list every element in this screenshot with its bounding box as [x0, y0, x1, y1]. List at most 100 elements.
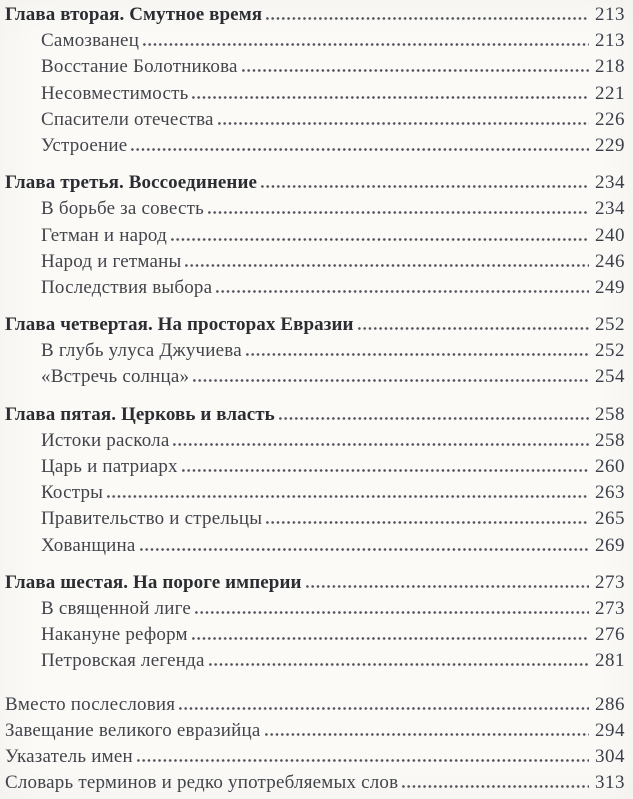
toc-entry-label: Глава вторая. Смутное время [5, 4, 263, 25]
toc-entry-label: Восстание Болотникова [41, 56, 238, 78]
toc-back-matter-entry: Вместо послесловия 286 [5, 694, 625, 720]
toc-subsection-entry: Последствия выбора 249 [5, 277, 625, 303]
toc-chapter-header: Глава вторая. Смутное время 213 [5, 4, 625, 30]
dot-leader [207, 211, 589, 215]
toc-subsection-entry: Спасители отечества 226 [5, 109, 625, 135]
toc-entry-page-number: 281 [595, 650, 625, 672]
toc-section: Глава пятая. Церковь и власть 258 Истоки… [5, 404, 625, 561]
toc-entry-page-number: 273 [595, 571, 625, 593]
toc-entry-page-number: 234 [595, 172, 625, 194]
toc-entry-label: Глава шестая. На пороге империи [5, 571, 302, 593]
toc-entry-page-number: 240 [595, 224, 625, 246]
toc-subsection-entry: Царь и патриарх 260 [5, 456, 625, 482]
toc-entry-label: Спасители отечества [41, 108, 214, 130]
dot-leader [192, 95, 589, 99]
toc-subsection-entry: Петровская легенда 281 [5, 650, 625, 676]
toc-entry-page-number: 213 [595, 4, 625, 25]
toc-subsection-entry: Костры 263 [5, 482, 625, 508]
toc-back-matter-entry: Указатель имен 304 [5, 746, 625, 772]
toc-subsection-entry: Народ и гетманы 246 [5, 251, 625, 277]
toc-section: Глава вторая. Смутное время 213 Самозван… [5, 4, 625, 161]
toc-entry-label: В священной лиге [41, 597, 191, 619]
dot-leader [139, 547, 589, 551]
toc-entry-label: Народ и гетманы [41, 250, 182, 272]
toc-entry-page-number: 304 [595, 745, 625, 767]
dot-leader [107, 495, 589, 499]
toc-subsection-entry: В глубь улуса Джучиева 252 [5, 340, 625, 366]
toc-entry-page-number: 269 [595, 534, 625, 556]
toc-entry-page-number: 234 [595, 198, 625, 220]
dot-leader [402, 785, 589, 789]
toc-entry-label: Последствия выбора [41, 276, 213, 298]
toc-subsection-entry: Истоки раскола 258 [5, 430, 625, 456]
toc-entry-page-number: 260 [595, 456, 625, 477]
toc-subsection-entry: Самозванец 213 [5, 30, 625, 56]
toc-entry-page-number: 294 [595, 719, 625, 741]
toc-entry-label: Указатель имен [5, 745, 133, 767]
toc-entry-label: Костры [41, 482, 104, 504]
dot-leader [261, 185, 589, 189]
toc-entry-label: Глава пятая. Церковь и власть [5, 403, 275, 425]
toc-entry-label: Глава третья. Воссоединение [5, 172, 258, 194]
dot-leader [245, 353, 589, 357]
toc-entry-label: Царь и патриарх [41, 456, 178, 477]
toc-entry-page-number: 252 [595, 314, 625, 336]
toc-subsection-entry: Накануне реформ 276 [5, 624, 625, 650]
toc-chapter-header: Глава пятая. Церковь и власть 258 [5, 404, 625, 430]
toc-subsection-entry: Несовместимость 221 [5, 83, 625, 109]
dot-leader [194, 610, 589, 614]
toc-section: Глава четвертая. На просторах Евразии 25… [5, 314, 625, 393]
toc-entry-page-number: 263 [595, 482, 625, 504]
toc-entry-page-number: 213 [595, 30, 625, 52]
toc-entry-page-number: 273 [595, 597, 625, 619]
dot-leader [264, 732, 589, 736]
dot-leader [241, 69, 589, 73]
dot-leader [216, 289, 589, 293]
dot-leader [131, 147, 589, 151]
toc-subsection-entry: «Встречь солнца» 254 [5, 366, 625, 392]
dot-leader [170, 237, 589, 241]
toc-entry-page-number: 254 [595, 366, 625, 388]
toc-entry-page-number: 218 [595, 56, 625, 78]
toc-entry-label: В глубь улуса Джучиева [41, 340, 242, 362]
toc-chapter-header: Глава четвертая. На просторах Евразии 25… [5, 314, 625, 340]
toc-entry-page-number: 221 [595, 82, 625, 104]
toc-entry-page-number: 252 [595, 340, 625, 362]
toc-subsection-entry: В священной лиге 273 [5, 598, 625, 624]
toc-back-matter-entry: Завещание великого евразийца 294 [5, 720, 625, 746]
toc-entry-label: В борьбе за совесть [41, 198, 204, 220]
dot-leader [266, 17, 589, 20]
toc-subsection-entry: Хованщина 269 [5, 535, 625, 561]
toc-entry-page-number: 313 [595, 772, 625, 794]
toc-subsection-entry: В борьбе за совесть 234 [5, 198, 625, 224]
toc-entry-page-number: 258 [595, 429, 625, 451]
toc-entry-label: Словарь терминов и редко употребляемых с… [5, 772, 399, 794]
dot-leader [191, 637, 589, 641]
toc-chapter-header: Глава третья. Воссоединение 234 [5, 172, 625, 198]
dot-leader [173, 442, 589, 446]
dot-leader [208, 663, 589, 667]
toc-entry-page-number: 276 [595, 624, 625, 646]
dot-leader [136, 758, 589, 762]
table-of-contents: Глава вторая. Смутное время 213 Самозван… [5, 4, 625, 798]
dot-leader [278, 416, 589, 420]
toc-entry-label: Правительство и стрельцы [41, 508, 263, 530]
toc-subsection-entry: Восстание Болотникова 218 [5, 56, 625, 82]
toc-entry-label: Истоки раскола [41, 429, 170, 451]
dot-leader [193, 379, 589, 383]
dot-leader [266, 521, 589, 525]
toc-entry-page-number: 286 [595, 693, 625, 715]
toc-entry-page-number: 246 [595, 250, 625, 272]
dot-leader [143, 43, 589, 47]
dot-leader [357, 327, 589, 331]
dot-leader [305, 584, 589, 588]
dot-leader [179, 706, 589, 710]
toc-entry-page-number: 229 [595, 134, 625, 156]
dot-leader [217, 121, 589, 125]
toc-entry-label: Накануне реформ [41, 624, 188, 646]
toc-back-matter: Вместо послесловия 286 Завещание великог… [5, 694, 625, 799]
toc-entry-label: Устроение [41, 134, 128, 156]
dot-leader [185, 263, 589, 267]
toc-section: Глава третья. Воссоединение 234 В борьбе… [5, 172, 625, 303]
toc-entry-label: Глава четвертая. На просторах Евразии [5, 314, 354, 336]
